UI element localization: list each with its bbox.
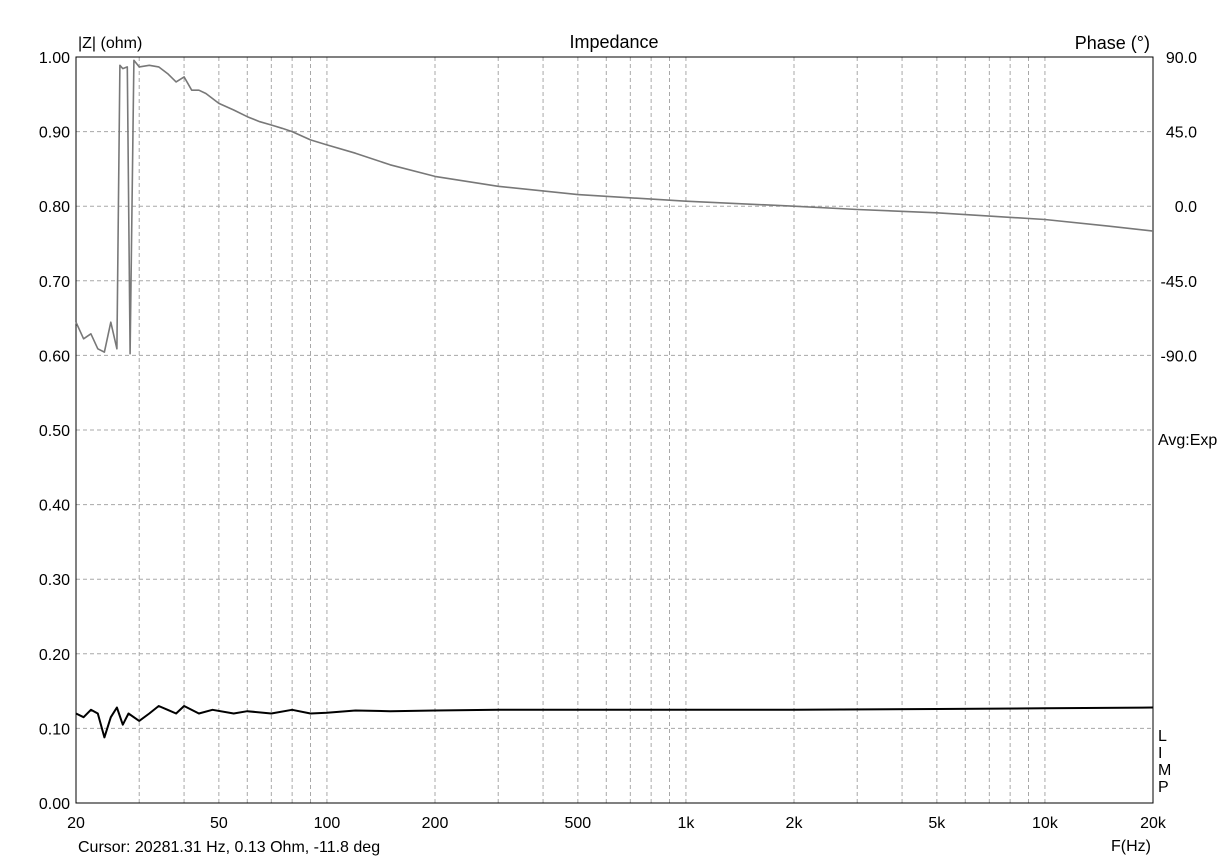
x-tick-label: 500 — [565, 815, 592, 832]
y-tick-label: 0.80 — [39, 199, 70, 216]
limp-letter-l: L — [1158, 728, 1167, 745]
y-tick-label: 0.30 — [39, 572, 70, 589]
x-tick-label: 10k — [1032, 815, 1059, 832]
x-tick-label: 5k — [928, 815, 946, 832]
x-tick-label: 1k — [677, 815, 695, 832]
y-tick-label: 0.70 — [39, 274, 70, 291]
cursor-readout: Cursor: 20281.31 Hz, 0.13 Ohm, -11.8 deg — [78, 839, 380, 856]
chart-title: Impedance — [569, 32, 658, 52]
y-tick-label: 0.10 — [39, 721, 70, 738]
y2-tick-label: 45.0 — [1166, 125, 1197, 142]
y-tick-label: 0.00 — [39, 796, 70, 813]
x-tick-label: 2k — [786, 815, 804, 832]
y2-tick-label: -45.0 — [1161, 274, 1198, 291]
y-tick-label: 0.60 — [39, 348, 70, 365]
y2-tick-label: 0.0 — [1175, 199, 1197, 216]
limp-letter-p: P — [1158, 779, 1169, 796]
y-axis-label: |Z| (ohm) — [78, 35, 142, 52]
impedance-series-line — [75, 705, 1154, 739]
y2-tick-label: 90.0 — [1166, 50, 1197, 67]
y-tick-label: 0.50 — [39, 423, 70, 440]
phase-series-line — [75, 59, 1154, 355]
x-tick-label: 20 — [67, 815, 85, 832]
x-tick-label: 100 — [314, 815, 341, 832]
y-tick-label: 0.90 — [39, 125, 70, 142]
tick-labels: 0.00 0.10 0.20 0.30 0.40 0.50 0.60 0.70 0.80 0.90… — [39, 50, 1197, 832]
y-tick-label: 1.00 — [39, 50, 70, 67]
plot-frame — [75, 56, 1154, 804]
series-layer — [75, 59, 1154, 739]
averaging-label: Avg:Exp — [1158, 432, 1217, 449]
x-tick-label: 20k — [1140, 815, 1167, 832]
x-tick-label: 50 — [210, 815, 228, 832]
y2-tick-label: -90.0 — [1161, 348, 1198, 365]
y2-axis-label: Phase (°) — [1075, 33, 1150, 53]
y-tick-label: 0.20 — [39, 647, 70, 664]
limp-letter-m: M — [1158, 762, 1171, 779]
limp-letter-i: I — [1158, 745, 1162, 762]
x-tick-label: 200 — [422, 815, 449, 832]
grid-lines — [76, 57, 1153, 803]
y-tick-label: 0.40 — [39, 498, 70, 515]
x-axis-label: F(Hz) — [1111, 838, 1151, 855]
